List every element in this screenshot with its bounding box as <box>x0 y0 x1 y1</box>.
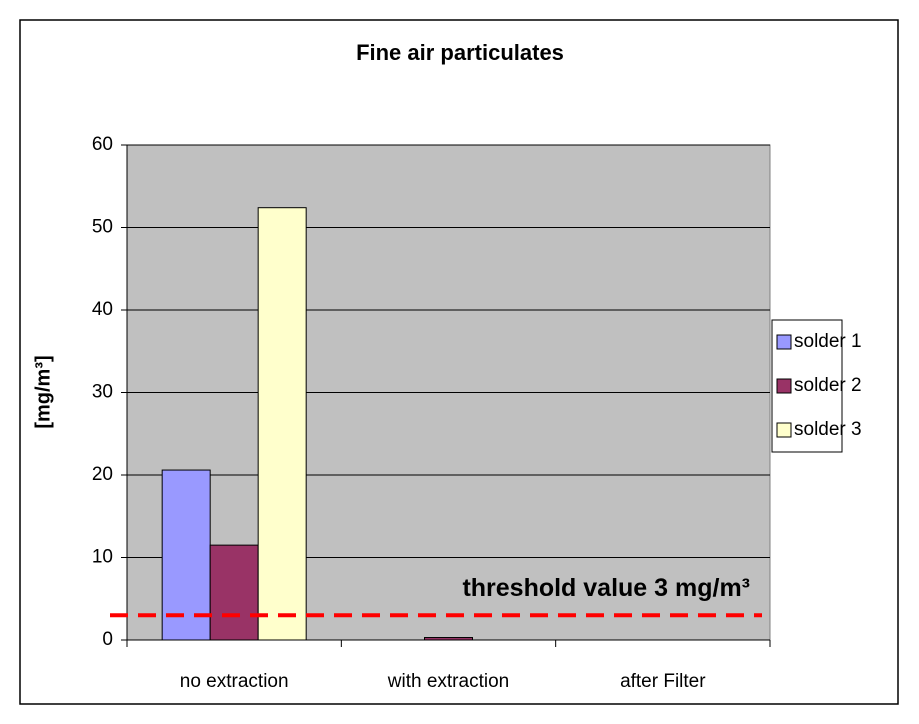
legend-label: solder 3 <box>794 419 862 440</box>
y-tick-label: 60 <box>92 134 113 155</box>
y-tick-label: 20 <box>92 464 113 485</box>
y-tick-label: 50 <box>92 217 113 238</box>
bar <box>424 637 473 641</box>
x-tick-label: after Filter <box>620 671 706 692</box>
legend-label: solder 1 <box>794 331 862 352</box>
threshold-label: threshold value 3 mg/m³ <box>462 574 750 602</box>
bar <box>161 469 211 641</box>
bar <box>257 207 307 641</box>
x-tick-label: with extraction <box>387 671 509 692</box>
x-tick-label: no extraction <box>180 671 289 692</box>
chart-title: Fine air particulates <box>356 40 564 65</box>
y-tick-label: 30 <box>92 382 113 403</box>
legend-swatch <box>776 422 792 438</box>
legend-label: solder 2 <box>794 375 862 396</box>
y-tick-label: 10 <box>92 547 113 568</box>
bar <box>209 544 259 641</box>
y-tick-label: 0 <box>102 629 113 650</box>
legend-swatch <box>776 334 792 350</box>
legend-swatch <box>776 378 792 394</box>
y-tick-label: 40 <box>92 299 113 320</box>
y-axis-label: [mg/m³] <box>32 355 54 428</box>
